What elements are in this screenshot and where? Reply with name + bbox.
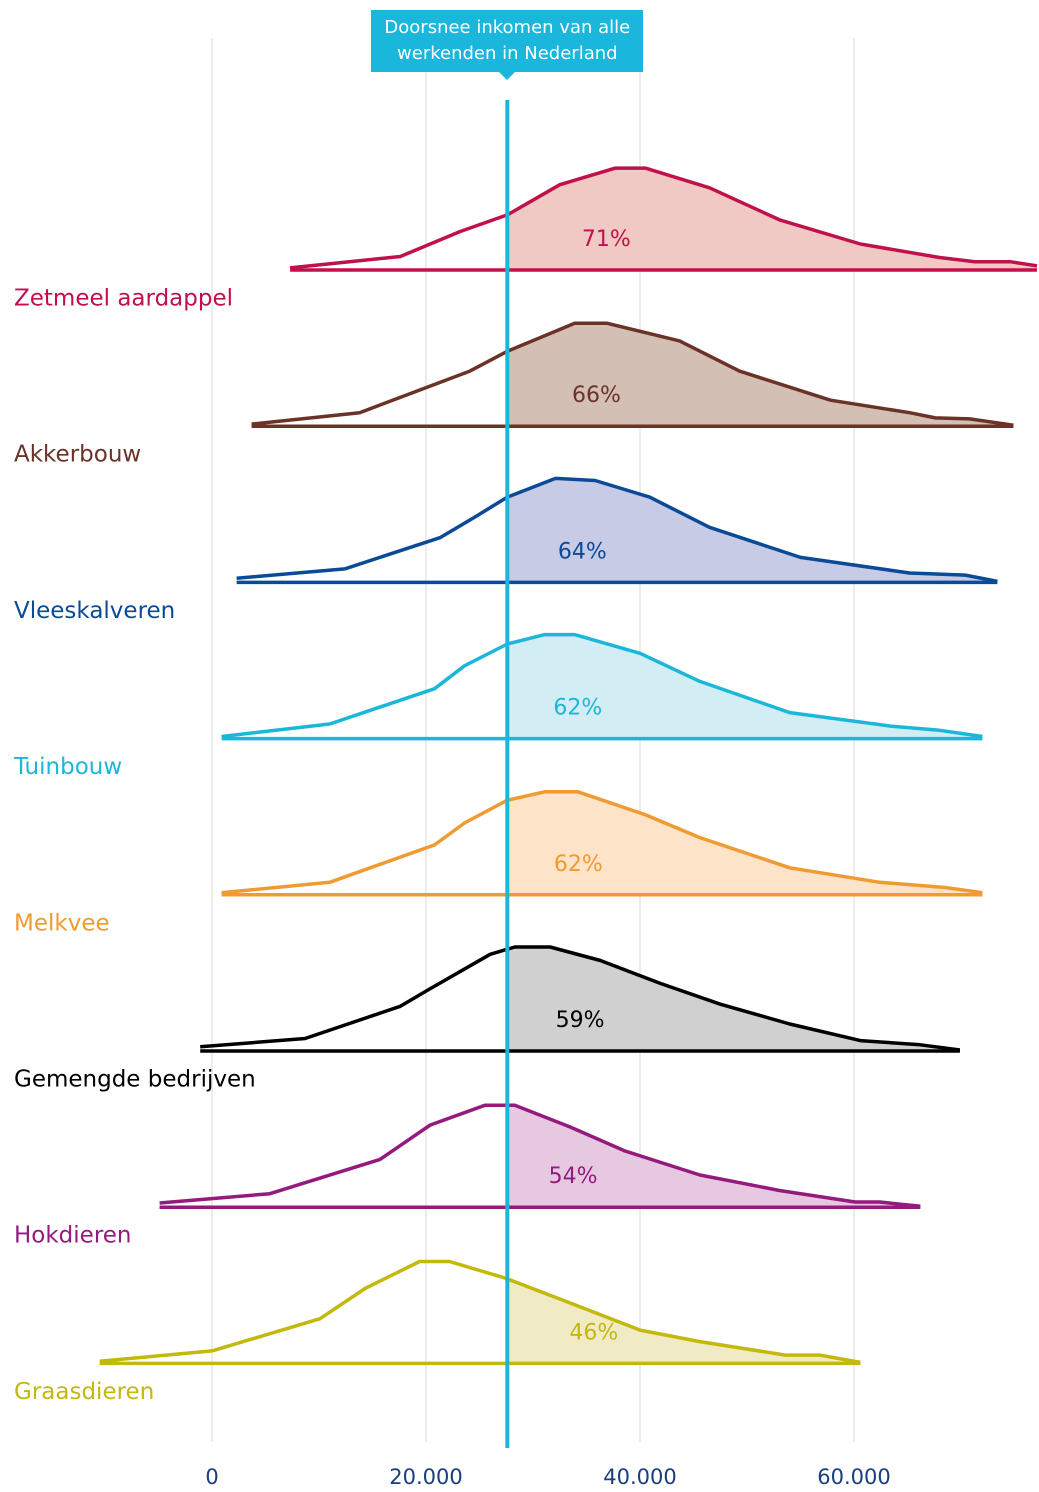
ridge-area: [507, 947, 960, 1051]
category-label: Zetmeel aardappel: [14, 286, 233, 312]
ridge-area: [507, 168, 1037, 270]
ridge-line: [221, 632, 983, 739]
x-tick-label: 0: [205, 1465, 218, 1489]
category-label: Vleeskalveren: [14, 598, 175, 624]
share-label: 59%: [556, 1008, 605, 1033]
ridge-line: [236, 476, 998, 584]
category-label: Melkvee: [14, 910, 110, 936]
share-label: 62%: [553, 696, 602, 721]
category-label: Akkerbouw: [14, 442, 141, 468]
share-label: 46%: [569, 1320, 618, 1345]
ridge-line: [159, 1103, 921, 1208]
share-label: 66%: [572, 383, 621, 408]
ridge-line: [251, 321, 1014, 427]
ridge-area: [507, 634, 983, 739]
share-label: 71%: [582, 227, 631, 252]
ridge-area: [507, 323, 1014, 427]
share-label: 64%: [558, 539, 607, 564]
category-label: Tuinbouw: [13, 754, 122, 780]
ridge-line: [221, 790, 983, 895]
ridge-area: [507, 791, 983, 895]
ridge-line: [289, 166, 1038, 270]
ridge-line: [99, 1259, 861, 1365]
ridge-area: [507, 1278, 861, 1364]
reference-label: Doorsnee inkomen van alle werkenden in N…: [371, 10, 644, 80]
ridge-line: [200, 945, 961, 1052]
category-label: Gemengde bedrijven: [14, 1067, 256, 1093]
category-label: Hokdieren: [14, 1223, 132, 1249]
x-tick-label: 40.000: [603, 1465, 676, 1489]
x-tick-label: 60.000: [817, 1465, 890, 1489]
x-tick-label: 20.000: [389, 1465, 462, 1489]
share-label: 62%: [554, 852, 603, 877]
ridge-area: [507, 1105, 921, 1208]
ridge-area: [507, 478, 998, 583]
share-label: 54%: [549, 1164, 598, 1189]
category-label: Graasdieren: [14, 1379, 154, 1405]
